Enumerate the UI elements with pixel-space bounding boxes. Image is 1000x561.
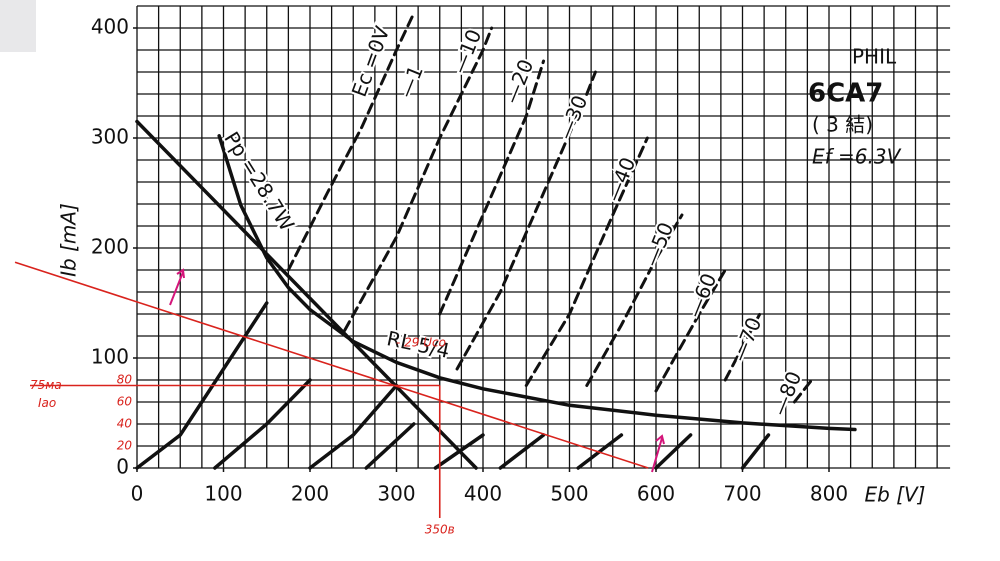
- y-tick-label: 100: [91, 345, 129, 369]
- y-tick-label: 300: [91, 125, 129, 149]
- red-tick-label: 40: [117, 417, 133, 431]
- load-line: [135, 119, 478, 470]
- plate-curve-dashed: [455, 70, 597, 371]
- x-tick-label: 700: [723, 482, 761, 506]
- y-tick-label: 400: [91, 15, 129, 39]
- x-axis-label: Eb [V]: [865, 483, 926, 507]
- x-tick-label: 0: [131, 482, 144, 506]
- arrow-head: [176, 268, 185, 279]
- x-tick-label: 100: [204, 482, 242, 506]
- plate-curve-dashed: [524, 136, 649, 387]
- x-tick-label: 300: [377, 482, 415, 506]
- curves: [135, 15, 857, 470]
- arrow: [169, 271, 184, 306]
- plate-curve-dashed: [438, 59, 546, 316]
- red-tick-label: 60: [117, 395, 133, 409]
- plate-curve-dashed: [723, 312, 762, 382]
- x-tick-label: 800: [810, 482, 848, 506]
- x-tick-label: 500: [550, 482, 588, 506]
- plate-curve-solid: [308, 383, 399, 470]
- y-axis-label: Ib [mA]: [57, 203, 81, 277]
- load-line-red: [14, 261, 649, 469]
- tube-model: 6CA7: [808, 79, 883, 109]
- plate-curve-solid: [213, 378, 312, 470]
- arrow-head: [655, 434, 665, 445]
- tube-heater: Ef =6.3V: [812, 145, 902, 169]
- y-tick-label: 200: [91, 235, 129, 259]
- x-tick-label: 200: [291, 482, 329, 506]
- plate-curve-dashed: [585, 213, 684, 387]
- x-tick-label: 600: [637, 482, 675, 506]
- operating-current-label: 75ма: [30, 378, 62, 392]
- operating-current-sublabel: Iao: [38, 396, 56, 410]
- corner-shade: [0, 0, 36, 52]
- plate-curve-solid: [740, 433, 771, 470]
- red-tick-label: 20: [117, 439, 133, 453]
- x-tick-label: 400: [464, 482, 502, 506]
- bias-label: - 29 Uco: [396, 336, 446, 350]
- tube-maker: PHIL: [852, 45, 897, 69]
- plate-curve-dashed: [286, 15, 414, 272]
- plate-curve-dashed: [792, 378, 814, 404]
- plate-curve-solid: [654, 433, 693, 470]
- dissipation-curve: [217, 134, 857, 432]
- y-tick-label: 0: [116, 455, 129, 479]
- arrow: [651, 437, 663, 473]
- operating-voltage-label: 350в: [425, 523, 455, 537]
- plate-curve-dashed: [654, 268, 727, 393]
- plate-curve-dashed: [343, 26, 494, 332]
- plate-curve-solid: [135, 301, 269, 470]
- plate-curve-solid: [364, 422, 416, 470]
- grid: [133, 5, 951, 472]
- red-tick-label: 80: [117, 373, 133, 387]
- tube-connection: ( 3 結): [812, 113, 873, 137]
- plate-curve-solid: [498, 433, 546, 470]
